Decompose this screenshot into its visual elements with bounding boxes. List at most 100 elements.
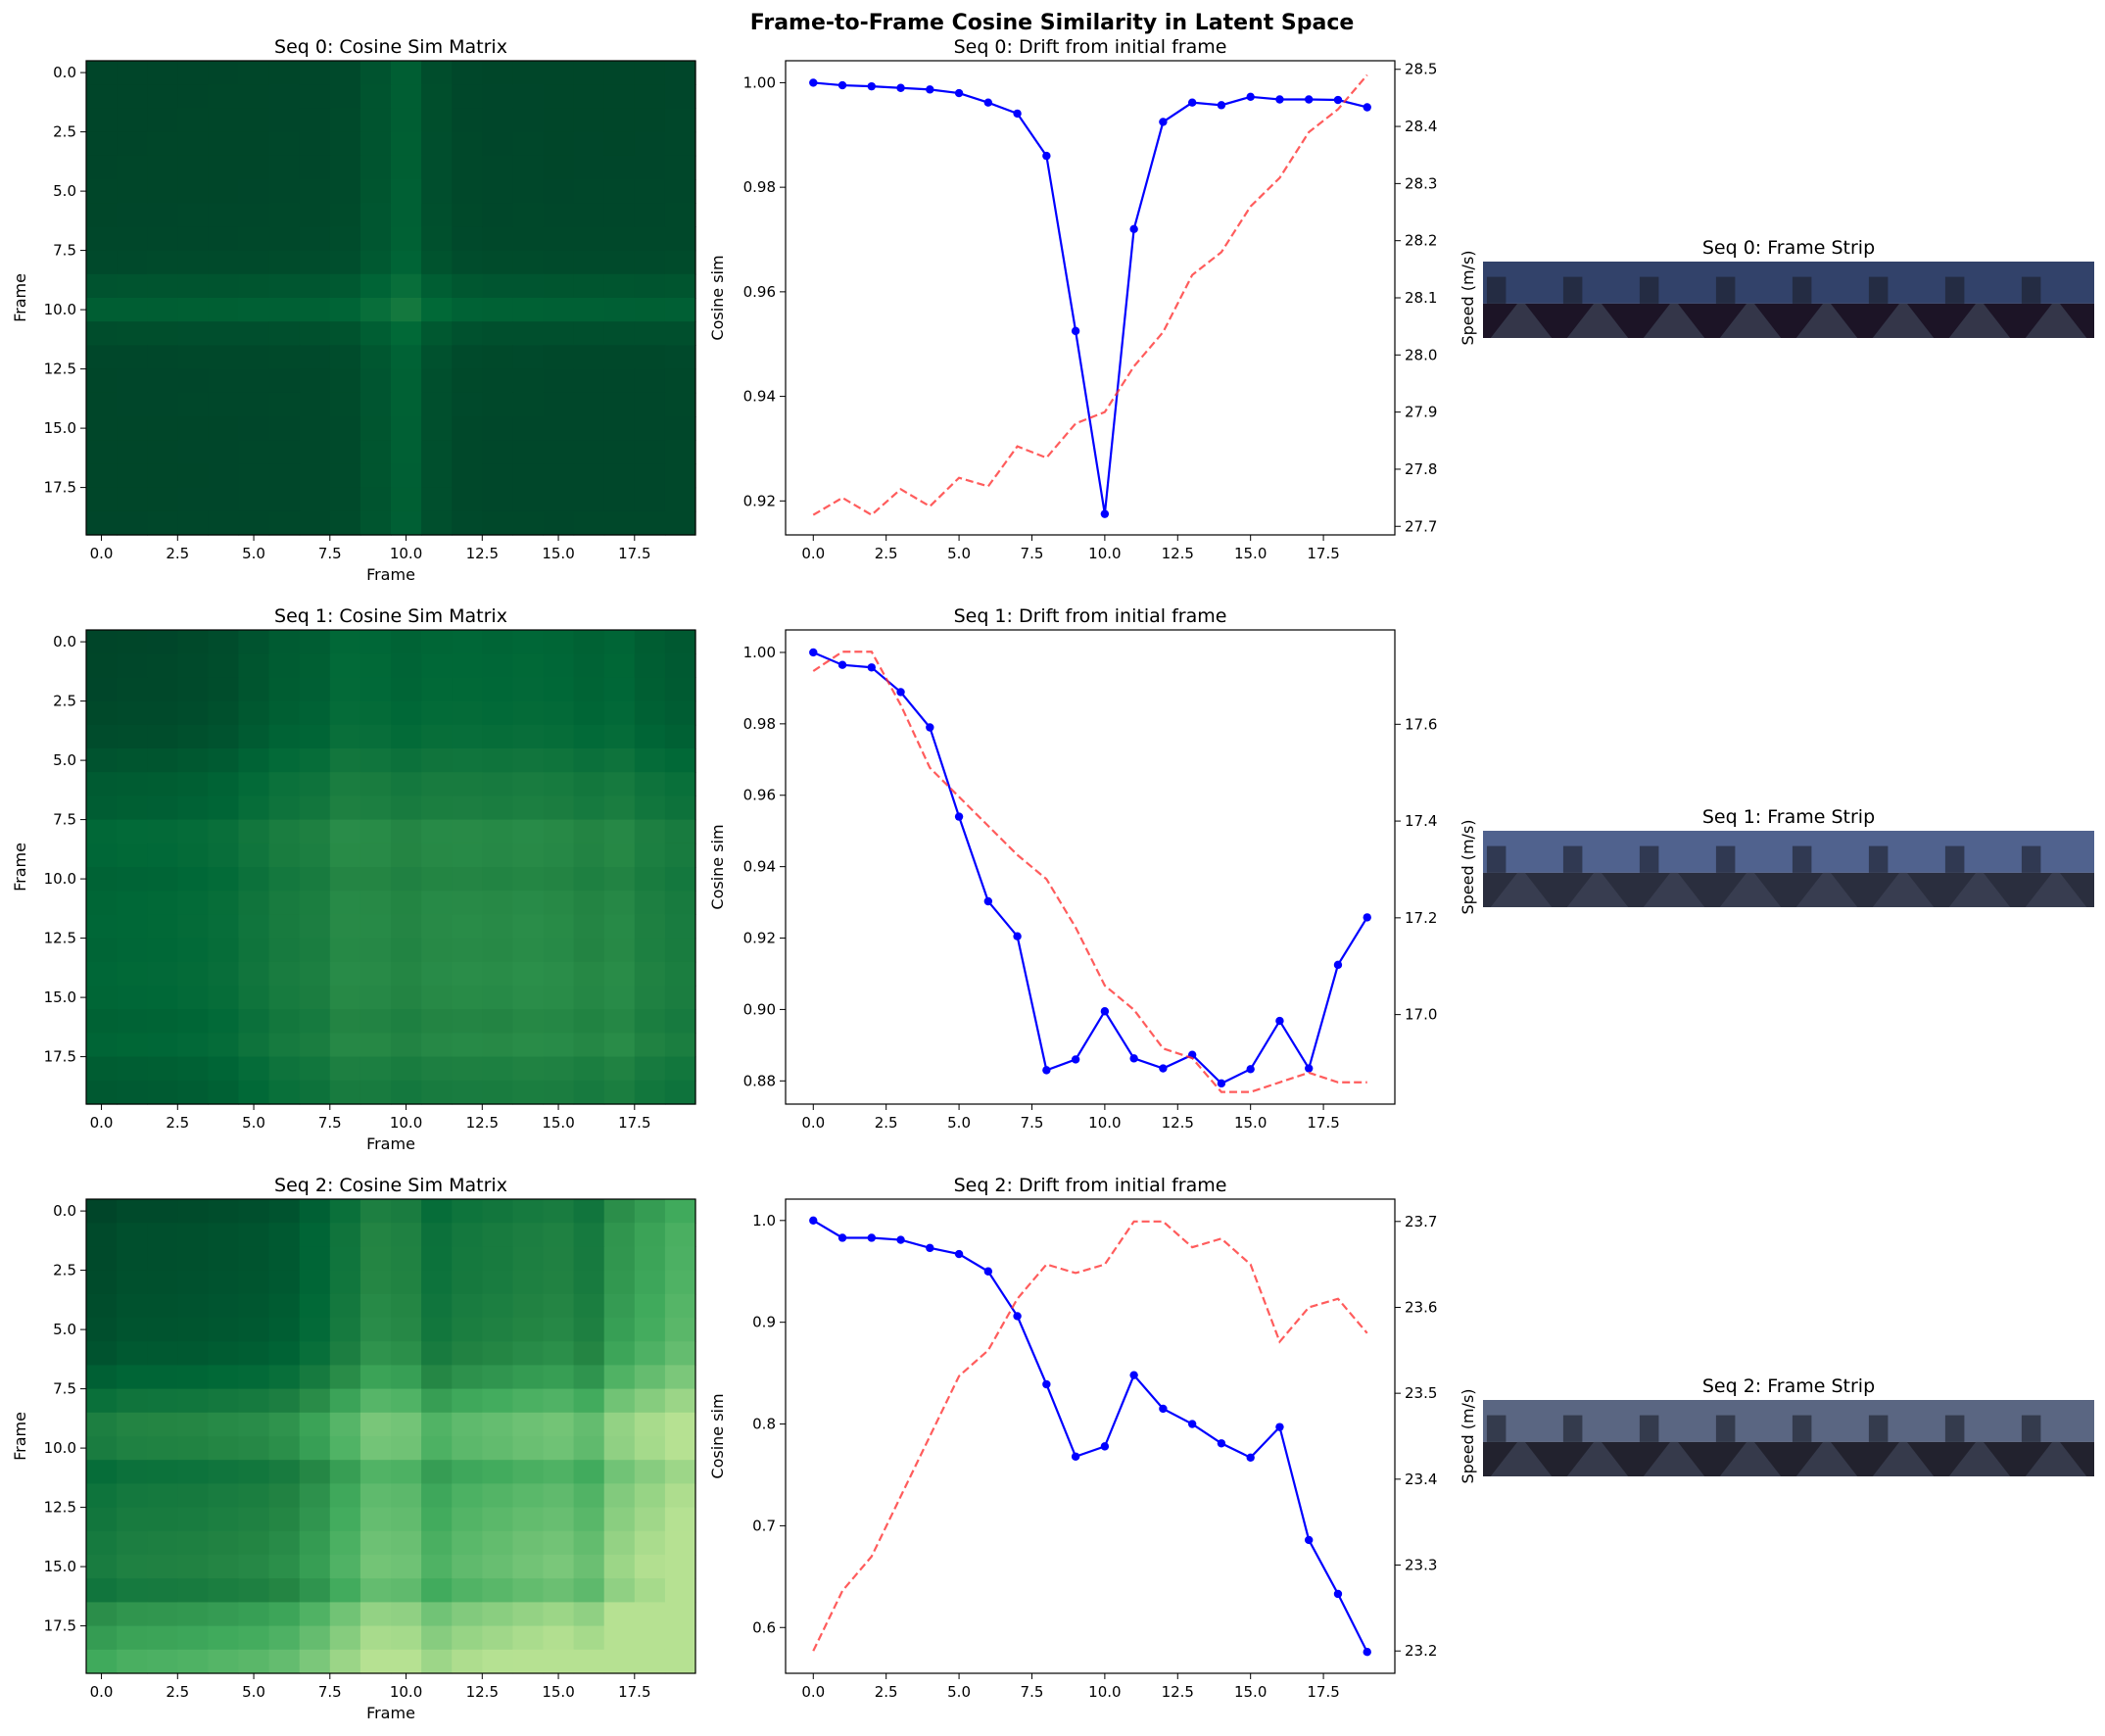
cosine-data-point bbox=[896, 1235, 905, 1244]
heatmap-cell bbox=[329, 1199, 361, 1224]
strip-frame bbox=[1941, 1400, 2018, 1476]
heatmap-cell bbox=[117, 1318, 148, 1342]
frame-trees bbox=[1486, 276, 1507, 304]
heatmap-cell bbox=[452, 108, 483, 133]
heatmap-cell bbox=[147, 677, 178, 702]
heatmap-cell bbox=[482, 1365, 513, 1390]
heatmap-cell bbox=[117, 1555, 148, 1579]
heatmap-cell bbox=[391, 653, 422, 678]
frame-trees bbox=[1486, 1415, 1507, 1442]
heatmap-cell bbox=[117, 1341, 148, 1366]
cosine-data-point bbox=[1129, 1054, 1138, 1063]
heatmap-cell bbox=[177, 914, 209, 940]
heatmap-cell bbox=[573, 1033, 605, 1058]
heatmap-cell bbox=[543, 131, 575, 157]
heatmap-cell bbox=[299, 250, 331, 275]
heatmap-cell bbox=[482, 155, 513, 180]
heatmap-cell bbox=[177, 179, 209, 204]
heatmap-cell bbox=[177, 1625, 209, 1651]
heatmap-cell bbox=[603, 1056, 636, 1082]
heatmap-cell bbox=[359, 819, 392, 844]
heatmap-cell bbox=[573, 867, 605, 892]
heatmap-cell bbox=[359, 510, 392, 536]
heatmap-cell bbox=[512, 961, 545, 987]
heatmap-cell bbox=[329, 1009, 361, 1034]
heatmap-cell bbox=[512, 1056, 545, 1082]
heatmap-cell bbox=[359, 179, 392, 204]
cosine-data-point bbox=[867, 1233, 876, 1242]
heatmap-cell bbox=[177, 392, 209, 417]
heatmap-cell bbox=[421, 108, 453, 133]
heatmap-cell bbox=[117, 630, 148, 654]
heatmap-cell bbox=[208, 108, 240, 133]
heatmap-cell bbox=[208, 463, 240, 489]
heatmap-cell bbox=[147, 226, 178, 252]
heatmap-cell bbox=[208, 298, 240, 322]
heatmap-cell bbox=[512, 298, 545, 322]
heatmap-cell bbox=[512, 1009, 545, 1034]
heatmap-cell bbox=[543, 1483, 575, 1509]
heatmap-cell bbox=[238, 487, 270, 512]
cosine-data-point bbox=[1042, 1379, 1051, 1389]
heatmap-cell bbox=[268, 1436, 301, 1461]
heatmap-cell bbox=[573, 1555, 605, 1579]
heatmap-cell bbox=[238, 392, 270, 417]
heatmap-cell bbox=[634, 630, 666, 654]
x-tick-label: 5.0 bbox=[242, 1114, 265, 1132]
heatmap-cell bbox=[634, 1507, 666, 1532]
heatmap-cell bbox=[421, 819, 453, 844]
y-tick-label: 7.5 bbox=[53, 1380, 76, 1398]
heatmap-cell bbox=[391, 938, 422, 963]
heatmap-cell bbox=[543, 1412, 575, 1437]
heatmap-cell bbox=[573, 1318, 605, 1342]
heatmap-cell bbox=[268, 463, 301, 489]
heatmap-cell bbox=[634, 772, 666, 796]
cosine-data-point bbox=[1217, 1079, 1226, 1088]
heatmap-cell bbox=[573, 321, 605, 346]
strip-frame bbox=[1789, 831, 1865, 907]
heatmap-cell bbox=[452, 1388, 483, 1414]
heatmap-cell bbox=[512, 273, 545, 299]
heatmap-cell bbox=[238, 1246, 270, 1272]
heatmap-cell bbox=[664, 1625, 696, 1651]
heatmap-cell bbox=[359, 1436, 392, 1461]
heatmap-cell bbox=[664, 1009, 696, 1034]
heatmap-cell bbox=[117, 724, 148, 749]
heatmap-cell bbox=[543, 487, 575, 512]
heatmap-cell bbox=[512, 891, 545, 915]
heatmap-cell bbox=[238, 1625, 270, 1651]
heatmap-cell bbox=[299, 724, 331, 749]
heatmap-cell bbox=[86, 986, 118, 1010]
frame-road bbox=[1872, 872, 1935, 907]
heatmap-cell bbox=[238, 1578, 270, 1603]
heatmap-cell bbox=[452, 321, 483, 346]
y2-tick-label: 17.4 bbox=[1405, 812, 1437, 830]
x-tick-label: 17.5 bbox=[618, 545, 650, 562]
heatmap-cell bbox=[603, 131, 636, 157]
heatmap-cell bbox=[359, 891, 392, 915]
heatmap-cell bbox=[359, 1056, 392, 1082]
heatmap-cell bbox=[299, 748, 331, 773]
heatmap-cell bbox=[117, 463, 148, 489]
heatmap-cell bbox=[664, 1365, 696, 1390]
heatmap-cell bbox=[86, 1555, 118, 1579]
heatmap-cell bbox=[664, 891, 696, 915]
heatmap-cell bbox=[117, 131, 148, 157]
heatmap-cell bbox=[147, 1412, 178, 1437]
heatmap-cell bbox=[421, 1578, 453, 1603]
heatmap-cell bbox=[543, 1555, 575, 1579]
heatmap-cell bbox=[238, 108, 270, 133]
heatmap-cell bbox=[603, 1412, 636, 1437]
heatmap-cell bbox=[177, 1223, 209, 1247]
heatmap-cell bbox=[238, 748, 270, 773]
heatmap-cell bbox=[329, 724, 361, 749]
heatmap-cell bbox=[664, 1388, 696, 1414]
heatmap-cell bbox=[299, 463, 331, 489]
heatmap-cell bbox=[543, 108, 575, 133]
heatmap-cell bbox=[482, 1270, 513, 1295]
frame-road bbox=[1719, 872, 1782, 907]
frame-strip: Seq 0: Frame Strip bbox=[1483, 237, 2094, 338]
heatmap-cell bbox=[573, 914, 605, 940]
frame-road bbox=[1719, 303, 1782, 338]
y-tick-label: 1.0 bbox=[752, 1212, 776, 1230]
